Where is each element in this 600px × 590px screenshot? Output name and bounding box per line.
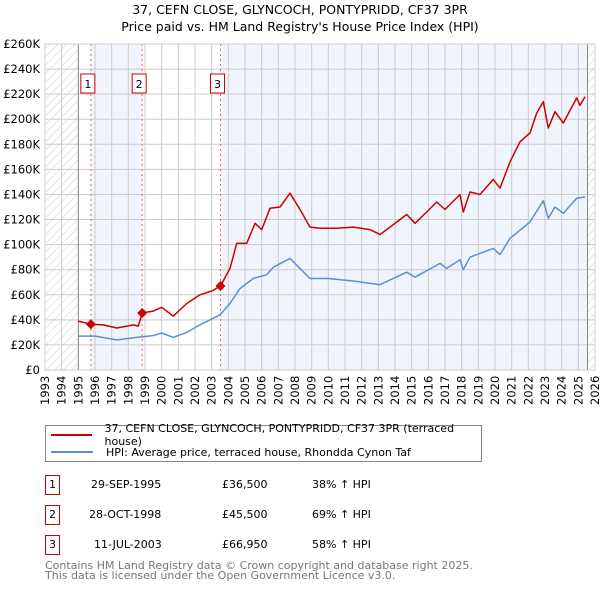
hpi-line: [78, 196, 586, 341]
x-tick-label: 2022: [521, 376, 535, 405]
sale-price: £66,950: [222, 538, 268, 551]
x-tick-label: 2026: [588, 376, 600, 405]
sale-hpi-change: 58% ↑ HPI: [312, 538, 371, 551]
x-tick-label: 2003: [205, 376, 219, 405]
x-tick-label: 2007: [271, 376, 285, 405]
y-tick-label: £20K: [11, 338, 41, 352]
sale-price: £45,500: [222, 508, 268, 521]
x-tick-label: 2020: [488, 376, 502, 405]
shaded-band: [90, 44, 143, 370]
x-tick-label: 2015: [405, 376, 419, 405]
legend-label: 37, CEFN CLOSE, GLYNCOCH, PONTYPRIDD, CF…: [104, 422, 455, 448]
x-tick-label: 2010: [321, 376, 335, 405]
sale-date: 29-SEP-1995: [91, 478, 162, 491]
legend-swatch-price: [51, 434, 92, 436]
sale-marker-label: 3: [214, 78, 221, 91]
y-tick-label: £80K: [11, 263, 41, 277]
x-tick-label: 2012: [355, 376, 369, 405]
shaded-band: [220, 44, 588, 370]
x-tick-label: 2006: [255, 376, 269, 405]
x-tick-label: 2023: [538, 376, 552, 405]
price-chart: 1993 1994 1995 1996 1997 1998 1999 2000 2001 2002…: [3, 37, 600, 405]
plot-border: [44, 43, 596, 371]
y-tick-label: £0: [25, 363, 40, 377]
sale-point-marker: [85, 319, 96, 330]
sale-number-badge: 1: [45, 475, 60, 495]
x-tick-label: 2021: [505, 376, 519, 405]
x-tick-label: 2011: [338, 376, 352, 405]
sale-marker-label: 1: [84, 78, 91, 91]
y-tick-label: £200K: [3, 112, 40, 126]
y-tick-label: £260K: [3, 37, 40, 51]
y-tick-label: £240K: [3, 62, 40, 76]
x-tick-label: 1994: [55, 376, 69, 405]
x-tick-label: 2025: [571, 376, 585, 405]
x-tick-label: 1999: [138, 376, 152, 405]
sale-price: £36,500: [222, 478, 268, 491]
y-tick-label: £160K: [3, 162, 40, 176]
footer-copyright: Contains HM Land Registry data © Crown c…: [45, 559, 473, 572]
x-tick-label: 2014: [388, 376, 402, 405]
x-tick-label: 2018: [455, 376, 469, 405]
sale-date: 28-OCT-1998: [89, 508, 162, 521]
table-row: 3 11-JUL-2003 £66,950 58% ↑ HPI: [45, 535, 545, 555]
table-row: 1 29-SEP-1995 £36,500 38% ↑ HPI: [45, 475, 545, 495]
x-tick-label: 1998: [121, 376, 135, 405]
x-tick-label: 2002: [188, 376, 202, 405]
x-tick-label: 1995: [71, 376, 85, 405]
sale-marker-box: [131, 73, 147, 94]
y-tick-label: £120K: [3, 213, 40, 227]
x-tick-label: 2008: [288, 376, 302, 405]
legend-label: HPI: Average price, terraced house, Rhon…: [106, 445, 411, 459]
sale-date: 11-JUL-2003: [94, 538, 162, 551]
x-tick-label: 2016: [421, 376, 435, 405]
sale-marker-label: 2: [136, 78, 143, 91]
x-tick-label: 2013: [371, 376, 385, 405]
sale-marker-box: [210, 73, 225, 94]
sale-point-marker: [137, 307, 148, 318]
price-paid-line: [78, 96, 586, 329]
x-tick-label: 2019: [471, 376, 485, 405]
x-tick-label: 2017: [438, 376, 452, 405]
x-tick-label: 1997: [105, 376, 119, 405]
x-tick-label: 1993: [38, 376, 52, 405]
sale-number-badge: 2: [45, 505, 60, 525]
x-tick-label: 2004: [221, 376, 235, 405]
y-tick-label: £100K: [3, 238, 40, 252]
y-tick-label: £60K: [11, 288, 41, 302]
chart-title: 37, CEFN CLOSE, GLYNCOCH, PONTYPRIDD, CF…: [132, 2, 468, 17]
sale-hpi-change: 38% ↑ HPI: [312, 478, 371, 491]
x-tick-label: 2024: [555, 376, 569, 405]
legend-swatch-hpi: [51, 451, 93, 453]
x-tick-label: 2000: [155, 376, 169, 405]
table-row: 2 28-OCT-1998 £45,500 69% ↑ HPI: [45, 505, 545, 525]
x-tick-label: 1996: [88, 376, 102, 405]
y-tick-label: £140K: [3, 187, 40, 201]
y-tick-label: £180K: [3, 137, 40, 151]
sale-point-marker: [215, 281, 226, 292]
legend: 37, CEFN CLOSE, GLYNCOCH, PONTYPRIDD, CF…: [45, 422, 482, 462]
y-tick-label: £220K: [3, 87, 40, 101]
x-tick-label: 2009: [305, 376, 319, 405]
x-tick-label: 2005: [238, 376, 252, 405]
sale-marker-box: [80, 73, 96, 94]
sale-hpi-change: 69% ↑ HPI: [312, 508, 371, 521]
y-tick-label: £40K: [11, 313, 41, 327]
legend-item-price: 37, CEFN CLOSE, GLYNCOCH, PONTYPRIDD, CF…: [46, 422, 481, 448]
chart-subtitle: Price paid vs. HM Land Registry's House …: [121, 19, 479, 34]
sale-number-badge: 3: [45, 535, 60, 555]
hatched-region-after-data: [587, 44, 595, 370]
x-tick-label: 2001: [171, 376, 185, 405]
footer-licence: This data is licensed under the Open Gov…: [45, 569, 396, 582]
legend-item-hpi: HPI: Average price, terraced house, Rhon…: [46, 444, 411, 460]
